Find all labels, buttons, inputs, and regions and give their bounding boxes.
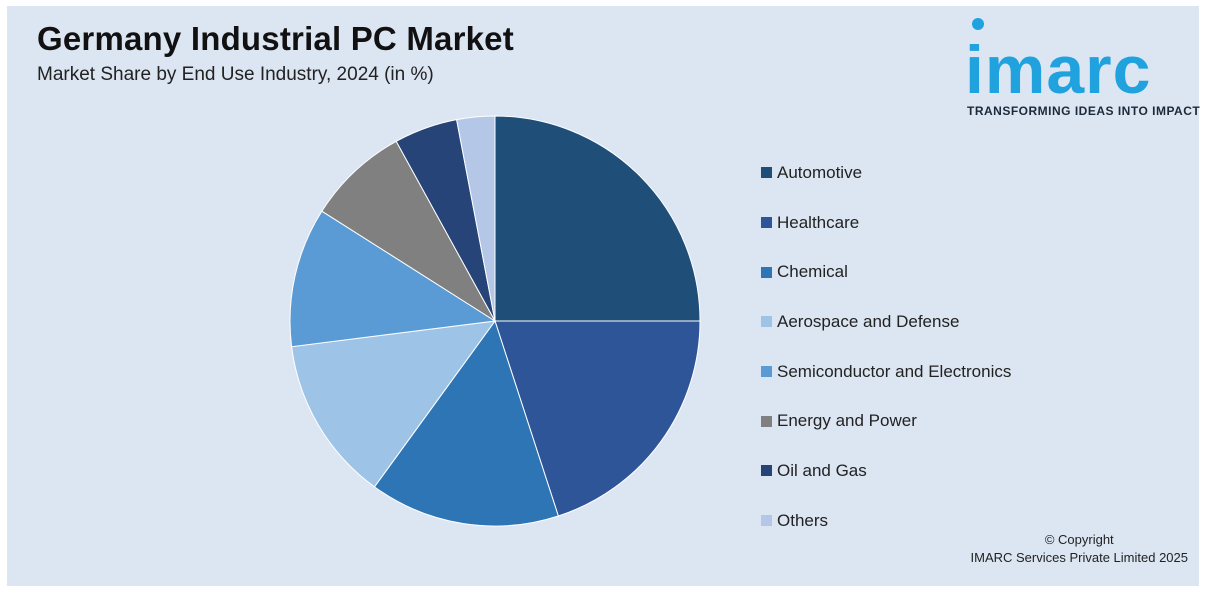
imarc-logo: imarc TRANSFORMING IDEAS INTO IMPACT (965, 16, 1201, 126)
chart-subtitle: Market Share by End Use Industry, 2024 (… (37, 64, 434, 85)
logo-wordmark: imarc (965, 32, 1152, 108)
logo-dot (972, 18, 984, 30)
legend-label: Oil and Gas (777, 460, 867, 480)
legend-item: Chemical (761, 247, 1011, 297)
legend-label: Energy and Power (777, 411, 917, 431)
legend-label: Healthcare (777, 212, 860, 232)
legend-item: Automotive (761, 148, 1011, 198)
pie-slice-aerospace-and-defense (291, 320, 497, 488)
legend-swatch (761, 415, 772, 427)
copyright-notice: © Copyright IMARC Services Private Limit… (971, 531, 1188, 567)
legend-label: Aerospace and Defense (777, 311, 960, 331)
pie-slice-semiconductor-and-electronics (289, 210, 497, 348)
legend-item: Semiconductor and Electronics (761, 347, 1011, 397)
legend-swatch (761, 465, 772, 477)
logo-tagline: TRANSFORMING IDEAS INTO IMPACT (967, 104, 1201, 118)
pie-slice-automotive (494, 115, 701, 322)
legend-swatch (761, 167, 772, 179)
pie-slice-healthcare (494, 320, 701, 517)
legend-item: Healthcare (761, 198, 1011, 248)
chart-title: Germany Industrial PC Market (37, 20, 514, 57)
legend-swatch (761, 217, 772, 229)
legend-swatch (761, 366, 772, 378)
chart-frame: Germany Industrial PC Market Market Shar… (7, 6, 1201, 586)
legend-label: Semiconductor and Electronics (777, 361, 1012, 381)
legend-item: Others (761, 496, 1011, 546)
pie-chart (289, 115, 701, 527)
legend-label: Chemical (777, 262, 848, 282)
pie-slice-chemical (373, 319, 559, 527)
legend-swatch (761, 316, 772, 328)
chart-legend: Automotive Healthcare Chemical Aerospace an… (761, 148, 1011, 546)
pie-slice-energy-and-power (321, 140, 496, 322)
legend-swatch (761, 266, 772, 278)
pie-slice-others (456, 115, 496, 322)
legend-label: Others (777, 510, 829, 530)
legend-item: Energy and Power (761, 396, 1011, 446)
legend-swatch (761, 515, 772, 527)
legend-label: Automotive (777, 162, 863, 182)
legend-item: Aerospace and Defense (761, 297, 1011, 347)
legend-item: Oil and Gas (761, 446, 1011, 496)
copyright-line-1: © Copyright (1044, 532, 1114, 547)
copyright-line-2: IMARC Services Private Limited 2025 (970, 550, 1188, 565)
